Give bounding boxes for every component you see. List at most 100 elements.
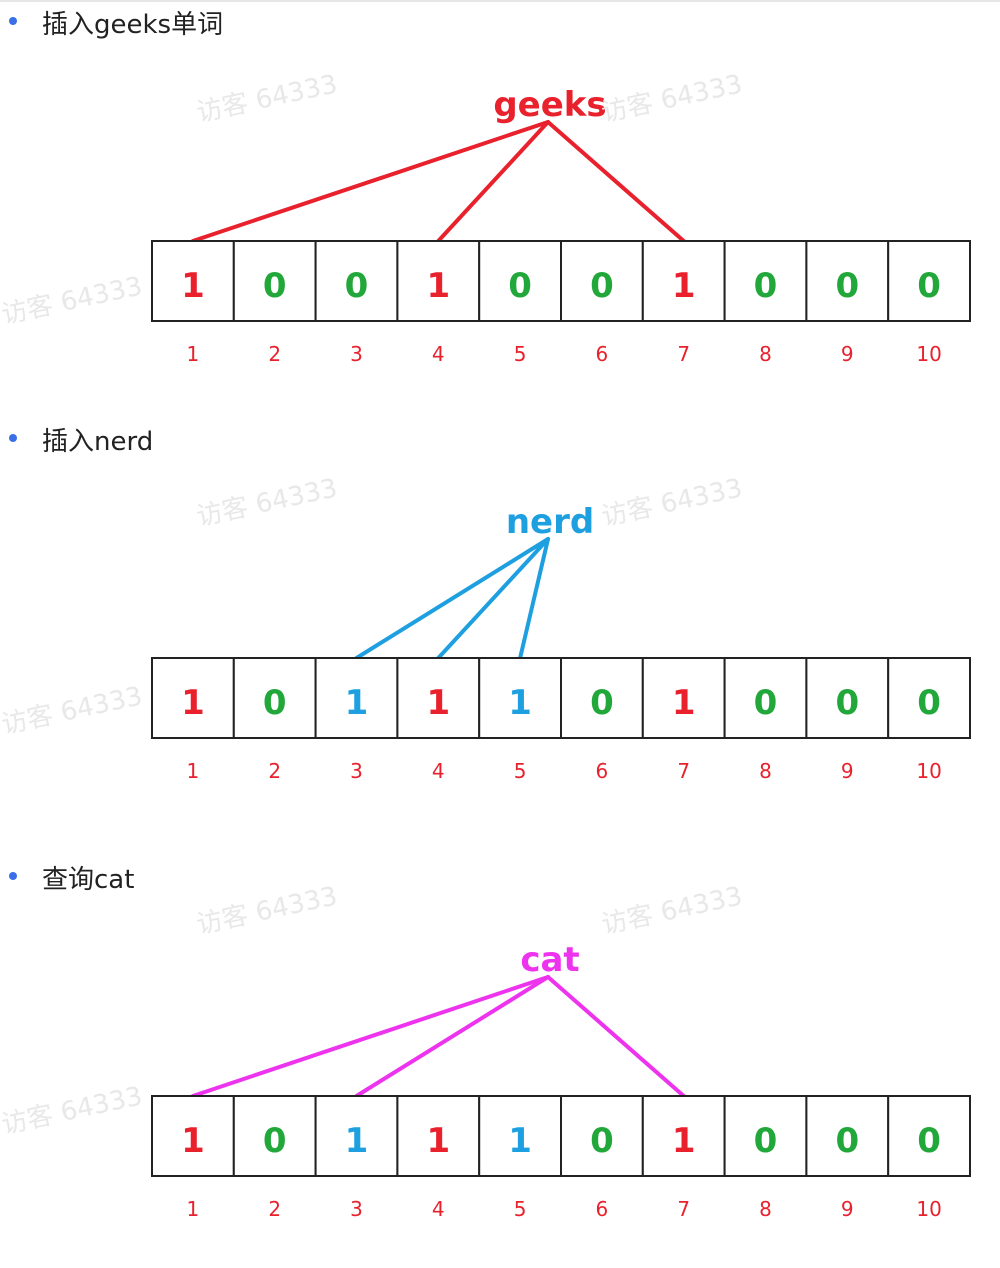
cell-index-label: 2 <box>268 342 281 366</box>
cell-index-label: 8 <box>759 1197 772 1221</box>
bit-value: 1 <box>181 683 205 723</box>
bit-value: 0 <box>590 1121 614 1161</box>
bit-value: 1 <box>508 1121 532 1161</box>
cell-index-label: 2 <box>268 759 281 783</box>
bit-cell <box>478 1095 563 1177</box>
bit-cell <box>314 657 399 739</box>
cell-index-label: 2 <box>268 1197 281 1221</box>
cell-index-label: 5 <box>514 342 527 366</box>
cell-index-label: 7 <box>677 342 690 366</box>
bit-value: 0 <box>754 266 778 306</box>
cell-index-label: 9 <box>841 1197 854 1221</box>
bit-cell <box>478 240 563 322</box>
cell-index-label: 4 <box>432 342 445 366</box>
bit-value: 0 <box>835 1121 859 1161</box>
cell-index-label: 8 <box>759 342 772 366</box>
cell-index-label: 10 <box>916 342 941 366</box>
section-heading: 查询cat <box>42 865 135 895</box>
cell-index-label: 6 <box>596 759 609 783</box>
bit-value: 0 <box>917 1121 941 1161</box>
bit-value: 1 <box>426 266 450 306</box>
bit-cell <box>314 240 399 322</box>
bullet-icon <box>9 434 17 442</box>
bit-cell <box>560 240 644 322</box>
bit-value: 0 <box>345 266 369 306</box>
section-insert-nerd: 插入nerd nerd 1 1 0 2 1 3 1 4 1 5 0 6 1 7 0 8 0 9 0 10 <box>0 417 1000 830</box>
bit-cell <box>723 240 808 322</box>
cell-index-label: 10 <box>916 1197 941 1221</box>
bit-value: 0 <box>754 683 778 723</box>
cell-index-label: 10 <box>916 759 941 783</box>
bit-cell <box>641 240 726 322</box>
bit-value: 1 <box>426 1121 450 1161</box>
cell-index-label: 5 <box>514 759 527 783</box>
bit-value: 1 <box>345 1121 369 1161</box>
bit-value: 0 <box>917 266 941 306</box>
bit-value: 0 <box>835 683 859 723</box>
top-divider <box>0 0 1000 2</box>
bit-value: 0 <box>917 683 941 723</box>
list-item: 插入geeks单词 <box>0 0 600 44</box>
bit-cell <box>560 657 644 739</box>
hash-line <box>546 120 686 243</box>
bit-value: 1 <box>345 683 369 723</box>
bit-cell <box>151 1095 235 1177</box>
cell-index-label: 1 <box>187 759 200 783</box>
bit-cell <box>723 657 808 739</box>
bit-cell <box>151 657 235 739</box>
cell-index-label: 8 <box>759 759 772 783</box>
hash-line <box>518 537 550 660</box>
bit-cell <box>560 1095 644 1177</box>
word-label: nerd <box>506 502 594 542</box>
cell-index-label: 5 <box>514 1197 527 1221</box>
hash-line <box>190 975 550 1098</box>
cell-index-label: 3 <box>350 342 363 366</box>
bit-cell <box>641 657 726 739</box>
bit-cell <box>887 1095 972 1177</box>
cell-index-label: 6 <box>596 342 609 366</box>
bit-cell <box>805 1095 890 1177</box>
section-query-cat: 查询cat cat 1 1 0 2 1 3 1 4 1 5 0 6 1 7 0 8 0 9 0 10 <box>0 855 1000 1268</box>
hash-line <box>546 975 686 1098</box>
bit-cell <box>887 240 972 322</box>
bit-value: 0 <box>590 683 614 723</box>
bit-cell <box>396 240 481 322</box>
bit-cell <box>396 1095 481 1177</box>
bit-value: 0 <box>754 1121 778 1161</box>
hash-line <box>436 537 550 660</box>
bit-cell <box>232 1095 317 1177</box>
hash-line <box>354 537 550 660</box>
bit-cell <box>887 657 972 739</box>
cell-index-label: 9 <box>841 759 854 783</box>
cell-index-label: 9 <box>841 342 854 366</box>
bit-value: 1 <box>672 266 696 306</box>
hash-line <box>190 120 550 243</box>
bit-value: 0 <box>263 1121 287 1161</box>
bit-cell <box>396 657 481 739</box>
cell-index-label: 4 <box>432 759 445 783</box>
cell-index-label: 6 <box>596 1197 609 1221</box>
word-label: cat <box>520 940 579 980</box>
word-label: geeks <box>493 85 606 125</box>
bit-value: 1 <box>672 683 696 723</box>
hash-line <box>354 975 550 1098</box>
bit-value: 1 <box>181 266 205 306</box>
bullet-icon <box>9 17 17 25</box>
bit-value: 0 <box>835 266 859 306</box>
bit-value: 0 <box>263 266 287 306</box>
section-heading: 插入geeks单词 <box>42 10 224 40</box>
bit-cell <box>805 240 890 322</box>
bit-cell <box>314 1095 399 1177</box>
cell-index-label: 4 <box>432 1197 445 1221</box>
cell-index-label: 3 <box>350 759 363 783</box>
list-item: 查询cat <box>0 855 600 899</box>
bit-value: 0 <box>508 266 532 306</box>
section-insert-geeks: 插入geeks单词 geeks 1 1 0 2 0 3 1 4 0 5 0 6 1 7 0 8 0 9 0 10 <box>0 0 1000 413</box>
bit-value: 1 <box>426 683 450 723</box>
section-heading: 插入nerd <box>42 427 154 457</box>
bit-value: 0 <box>590 266 614 306</box>
bit-cell <box>151 240 235 322</box>
bullet-icon <box>9 872 17 880</box>
